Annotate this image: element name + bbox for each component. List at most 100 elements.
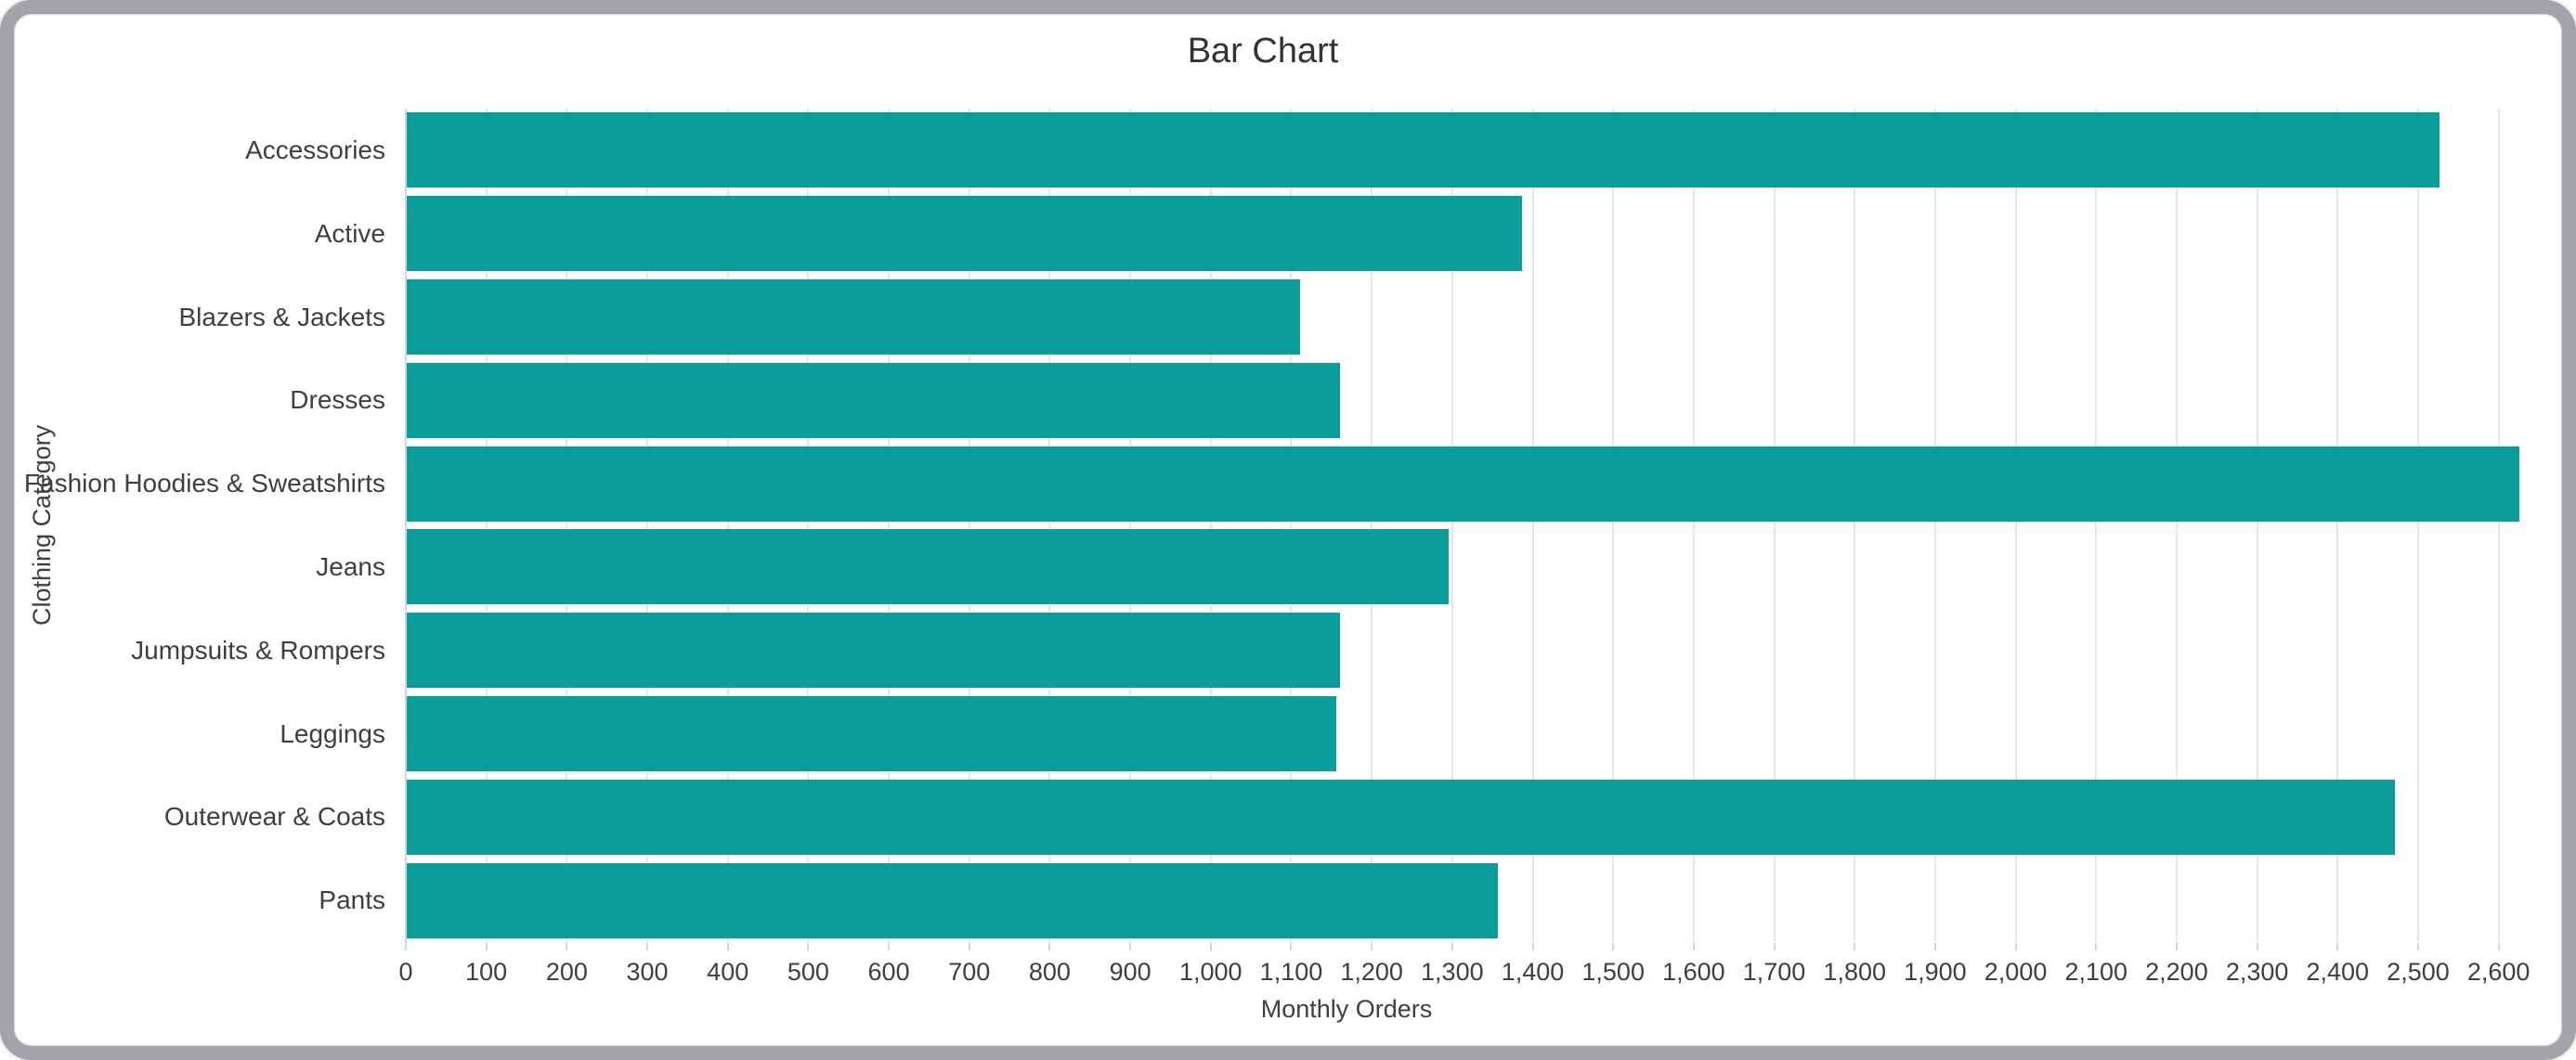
- y-category-label: Fashion Hoodies & Sweatshirts: [23, 469, 385, 498]
- x-axis-title: Monthly Orders: [1260, 995, 1433, 1023]
- x-tick-label: 500: [787, 958, 829, 986]
- x-tick-mark: [1773, 943, 1776, 950]
- gridline: [888, 109, 891, 942]
- gridline: [2256, 109, 2258, 942]
- x-tick-label: 1,100: [1259, 958, 1323, 986]
- bar-accessories: [407, 112, 2439, 188]
- x-tick-label: 1,900: [1904, 958, 1967, 986]
- bar-active: [407, 196, 1522, 272]
- x-tick-label: 1,800: [1823, 958, 1887, 986]
- gridline: [2497, 109, 2500, 942]
- plot-area: [406, 109, 2539, 942]
- x-tick-mark: [2014, 943, 2017, 950]
- x-axis-labels: 0 100 200 300 400 500 600 700 800 900 1,000 1,100 1,…: [398, 958, 2539, 989]
- x-tick-label: 2,600: [2466, 958, 2530, 986]
- x-tick-label: 2,100: [2064, 958, 2128, 986]
- y-category-label: Blazers & Jackets: [178, 302, 385, 331]
- bar-jumpsuits-rompers: [407, 613, 1341, 689]
- x-tick-label: 2,500: [2387, 958, 2450, 986]
- gridline: [1692, 109, 1695, 942]
- x-tick-label: 300: [626, 958, 669, 986]
- y-category-label: Leggings: [280, 718, 385, 748]
- x-tick-mark: [566, 943, 568, 950]
- y-category-label: Outerwear & Coats: [163, 802, 385, 832]
- y-axis-line: [405, 109, 407, 950]
- x-tick-mark: [1531, 943, 1534, 950]
- gridline: [1773, 109, 1776, 942]
- y-category-label: Dresses: [290, 385, 385, 415]
- gridline: [1451, 109, 1453, 942]
- x-tick-label: 1,700: [1742, 958, 1806, 986]
- x-tick-mark: [2175, 943, 2178, 950]
- x-tick-mark: [2416, 943, 2419, 950]
- x-tick-label: 2,200: [2145, 958, 2208, 986]
- bar-fashion-hoodies-sweatshirts: [407, 446, 2520, 522]
- gridline: [2014, 109, 2017, 942]
- gridline: [807, 109, 810, 942]
- chart-title: Bar Chart: [1187, 32, 1339, 71]
- gridline: [566, 109, 568, 942]
- gridline: [1371, 109, 1373, 942]
- x-tick-mark: [2336, 943, 2339, 950]
- bar-blazers-jackets: [407, 279, 1301, 355]
- x-tick-mark: [1129, 943, 1132, 950]
- bar-outerwear-coats: [407, 779, 2395, 855]
- x-tick-label: 600: [867, 958, 910, 986]
- x-tick-label: 1,200: [1340, 958, 1403, 986]
- gridline: [2336, 109, 2339, 942]
- x-tick-label: 800: [1028, 958, 1071, 986]
- x-tick-mark: [726, 943, 729, 950]
- x-tick-mark: [405, 943, 407, 950]
- gridline: [1209, 109, 1212, 942]
- gridline: [726, 109, 729, 942]
- x-tick-mark: [1451, 943, 1453, 950]
- x-tick-label: 900: [1109, 958, 1151, 986]
- gridline: [1933, 109, 1936, 942]
- x-tick-mark: [1371, 943, 1373, 950]
- x-tick-label: 1,000: [1178, 958, 1242, 986]
- x-tick-label: 0: [398, 958, 413, 986]
- y-category-label: Jumpsuits & Rompers: [131, 635, 385, 665]
- x-tick-mark: [807, 943, 810, 950]
- x-tick-mark: [646, 943, 649, 950]
- x-tick-label: 2,300: [2225, 958, 2289, 986]
- x-tick-mark: [888, 943, 891, 950]
- x-tick-label: 1,400: [1501, 958, 1565, 986]
- bar-dresses: [407, 362, 1341, 438]
- bar-jeans: [407, 529, 1450, 605]
- bar-pants: [407, 862, 1498, 938]
- gridline: [1854, 109, 1856, 942]
- y-category-label: Pants: [319, 885, 385, 915]
- x-tick-mark: [1933, 943, 1936, 950]
- x-tick-label: 2,000: [1984, 958, 2048, 986]
- gridline: [2416, 109, 2419, 942]
- x-tick-label: 1,500: [1581, 958, 1645, 986]
- gridline: [1612, 109, 1615, 942]
- y-category-label: Active: [314, 218, 385, 248]
- x-tick-mark: [1209, 943, 1212, 950]
- x-tick-mark: [1290, 943, 1293, 950]
- x-tick-mark: [1854, 943, 1856, 950]
- x-tick-mark: [485, 943, 488, 950]
- x-tick-label: 1,600: [1662, 958, 1725, 986]
- x-tick-mark: [1048, 943, 1051, 950]
- gridline: [646, 109, 649, 942]
- x-tick-label: 1,300: [1421, 958, 1484, 986]
- x-tick-mark: [2497, 943, 2500, 950]
- x-tick-label: 2,400: [2306, 958, 2370, 986]
- gridline: [2175, 109, 2178, 942]
- y-category-label: Accessories: [245, 135, 385, 164]
- gridline: [485, 109, 488, 942]
- x-tick-mark: [1612, 943, 1615, 950]
- gridline: [2095, 109, 2098, 942]
- y-category-label: Jeans: [316, 551, 385, 581]
- bar-leggings: [407, 696, 1337, 771]
- gridline: [1048, 109, 1051, 942]
- gridline: [1129, 109, 1132, 942]
- gridline: [1531, 109, 1534, 942]
- y-axis-labels: Accessories Active Blazers & Jackets Dresse…: [0, 109, 385, 942]
- gridline: [1290, 109, 1293, 942]
- x-tick-label: 200: [545, 958, 588, 986]
- x-tick-mark: [1692, 943, 1695, 950]
- x-tick-label: 700: [948, 958, 991, 986]
